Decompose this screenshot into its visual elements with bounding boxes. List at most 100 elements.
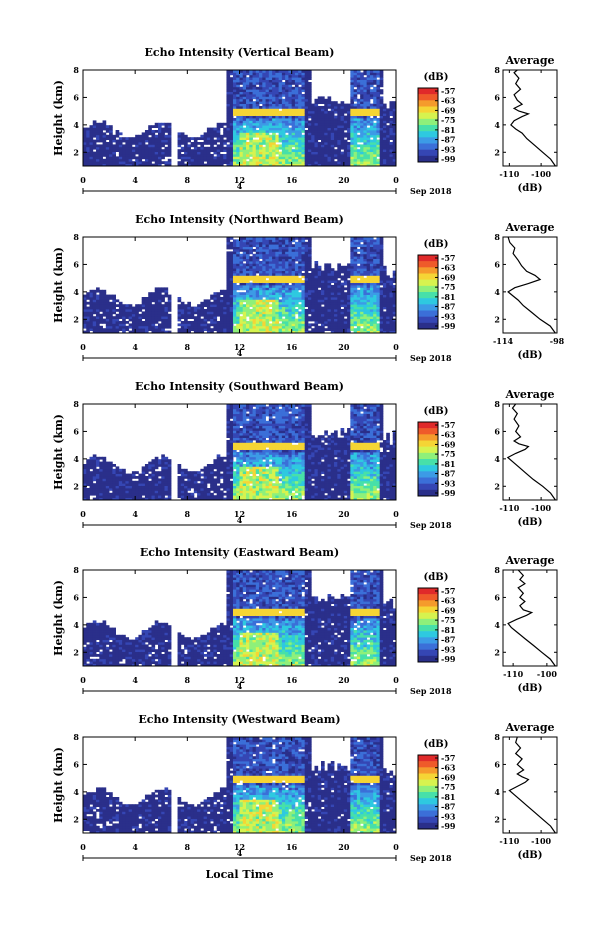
heatmap-cell [226, 273, 231, 276]
heatmap-cell [83, 325, 87, 329]
heatmap-cell [291, 323, 296, 327]
heatmap-cell [259, 306, 263, 310]
heatmap-cell [275, 287, 280, 291]
heatmap-cell [232, 156, 237, 160]
heatmap-cell [307, 297, 312, 300]
heatmap-cell [334, 273, 338, 276]
heatmap-cell [360, 280, 364, 283]
heatmap-cell [96, 306, 100, 310]
heatmap-cell [288, 325, 293, 329]
heatmap-cell [216, 328, 221, 331]
heatmap-cell [122, 311, 126, 315]
heatmap-cell [304, 244, 309, 247]
heatmap-cell [252, 130, 257, 133]
heatmap-cell [226, 70, 231, 73]
heatmap-cell [157, 328, 162, 331]
heatmap-cell [187, 161, 191, 164]
heatmap-cell [86, 163, 90, 167]
heatmap-cell [317, 113, 322, 116]
heatmap-cell [239, 106, 244, 109]
heatmap-cell [242, 98, 247, 102]
heatmap-cell [285, 249, 289, 252]
heatmap-cell [343, 294, 348, 298]
heatmap-cell [148, 156, 152, 160]
heatmap-cell [392, 158, 397, 162]
heatmap-cell [157, 156, 162, 160]
heatmap-cell [109, 134, 113, 138]
heatmap-cell [291, 151, 296, 155]
heatmap-cell [356, 103, 361, 107]
heatmap-cell [360, 316, 364, 319]
heatmap-cell [291, 70, 296, 73]
heatmap-cell [363, 72, 368, 76]
heatmap-cell [343, 132, 348, 136]
heatmap-cell [203, 139, 208, 143]
heatmap-cell [259, 118, 263, 121]
heatmap-cell [86, 309, 90, 312]
heatmap-cell [239, 163, 244, 167]
heatmap-cell [96, 321, 100, 324]
heatmap-cell [379, 154, 384, 157]
heatmap-cell [109, 142, 113, 145]
heatmap-cell [246, 151, 250, 155]
heatmap-cell [304, 151, 309, 155]
heatmap-cell [379, 301, 384, 305]
heatmap-cell [99, 132, 103, 136]
heatmap-cell [262, 139, 266, 143]
heatmap-cell [255, 251, 260, 255]
heatmap-cell [392, 134, 397, 138]
heatmap-cell [268, 154, 273, 157]
heatmap-cell [138, 134, 143, 138]
heatmap-cell [206, 142, 211, 145]
heatmap-cell [154, 156, 159, 160]
heatmap-cell [157, 330, 162, 334]
heatmap-cell [236, 144, 240, 148]
heatmap-cell [252, 103, 257, 107]
heatmap-cell [278, 289, 283, 293]
heatmap-cell [135, 323, 139, 327]
heatmap-cell [197, 146, 201, 150]
heatmap-cell [236, 241, 240, 245]
heatmap-cell [314, 277, 319, 281]
heatmap-cell [291, 263, 296, 267]
heatmap-cell [379, 263, 384, 267]
heatmap-cell [294, 137, 299, 140]
heatmap-cell [278, 72, 283, 76]
heatmap-cell [223, 323, 227, 327]
heatmap-cell [353, 241, 358, 245]
heatmap-cell [340, 294, 345, 298]
heatmap-cell [86, 139, 90, 143]
heatmap-cell [343, 268, 348, 271]
heatmap-cell [164, 122, 169, 126]
colorbar-tick-label: -63 [441, 96, 456, 106]
heatmap-cell [219, 142, 224, 145]
colorbar-tick-label: -93 [441, 311, 456, 321]
heatmap-cell [141, 142, 146, 145]
heatmap-cell [291, 277, 296, 281]
heatmap-cell [298, 241, 302, 245]
heatmap-cell [337, 163, 341, 167]
heatmap-cell [281, 154, 286, 157]
heatmap-cell [259, 253, 263, 257]
heatmap-cell [337, 122, 341, 126]
heatmap-cell [330, 289, 335, 293]
heatmap-cell [275, 309, 280, 312]
heatmap-cell [330, 156, 335, 160]
heatmap-cell [376, 258, 381, 262]
heatmap-cell [360, 84, 364, 88]
heatmap-cell [259, 273, 263, 276]
heatmap-cell [304, 273, 309, 276]
heatmap-cell [314, 163, 319, 167]
heatmap-cell [83, 134, 87, 138]
heatmap-cell [304, 280, 309, 283]
heatmap-cell [363, 130, 368, 133]
heatmap-cell [392, 106, 397, 109]
heatmap-cell [246, 277, 250, 281]
heatmap-cell [216, 309, 221, 312]
heatmap-cell [373, 96, 377, 100]
heatmap-cell [307, 103, 312, 107]
heatmap-cell [347, 120, 351, 124]
heatmap-cell [301, 330, 306, 334]
heatmap-cell [373, 125, 377, 128]
heatmap-cell [216, 292, 221, 295]
